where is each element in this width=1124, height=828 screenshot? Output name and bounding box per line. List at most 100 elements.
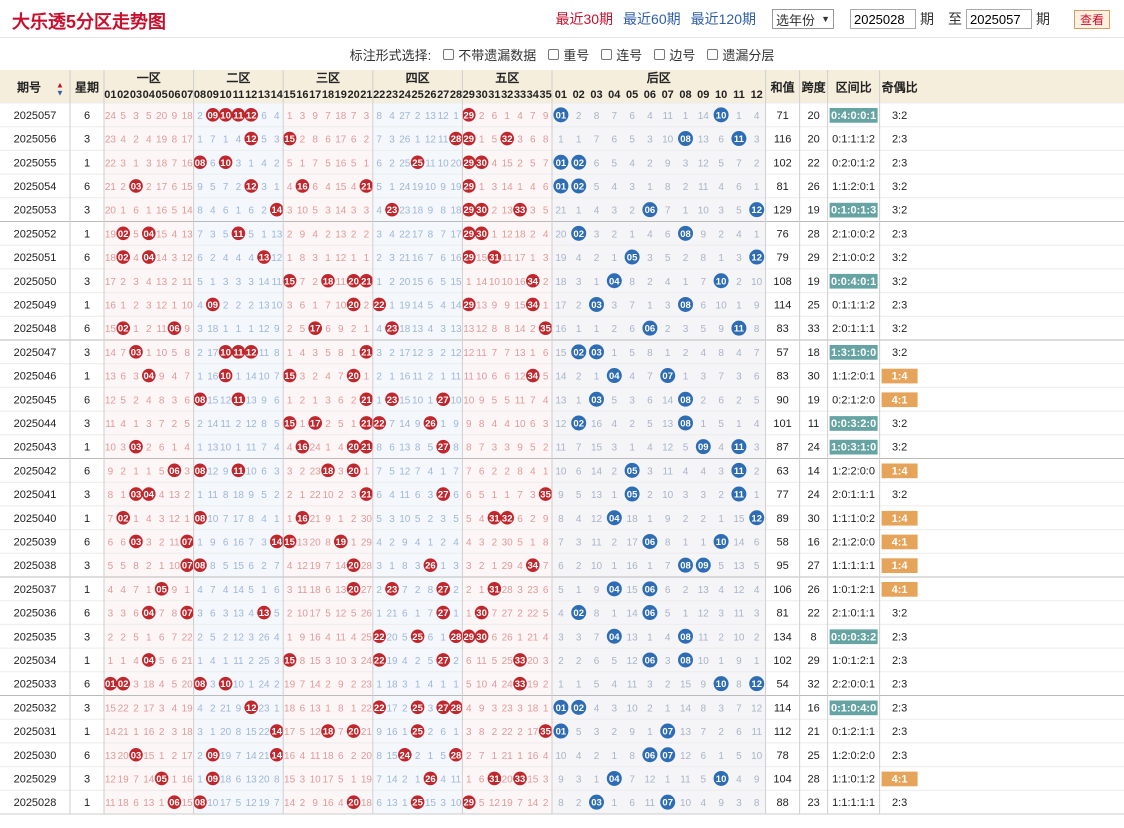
omission-count: 10 <box>514 419 526 430</box>
omission-count: 12 <box>751 703 763 714</box>
blue-ball-number: 01 <box>556 158 567 169</box>
zone-ratio-highlight <box>829 108 878 123</box>
red-ball <box>321 724 335 738</box>
period-120-link[interactable]: 最近120期 <box>690 11 756 27</box>
blue-ball-number: 11 <box>734 324 745 335</box>
omission-count: 7 <box>754 348 760 359</box>
omission-count: 1 <box>197 490 203 501</box>
option-repeat[interactable]: 重号 <box>548 45 589 64</box>
oddeven-value: 3:2 <box>892 181 907 193</box>
option-layer[interactable]: 遗漏分层 <box>707 45 774 64</box>
zone-ratio-value: 1:1:1:1:1 <box>832 797 875 809</box>
checkbox[interactable] <box>654 48 666 60</box>
omission-count: 15 <box>514 300 526 311</box>
issue-number: 2025028 <box>14 797 57 809</box>
omission-count: 1 <box>197 372 203 383</box>
omission-count: 7 <box>543 561 549 572</box>
omission-count: 1 <box>197 537 203 548</box>
omission-count: 13 <box>463 324 475 335</box>
omission-count: 12 <box>644 774 656 785</box>
omission-count: 7 <box>594 135 600 146</box>
omission-count: 16 <box>310 632 322 643</box>
omission-count: 4 <box>612 182 618 193</box>
omission-count: 9 <box>300 632 306 643</box>
omission-count: 11 <box>451 774 462 785</box>
to-issue-input[interactable] <box>965 9 1032 29</box>
red-ball <box>282 416 297 430</box>
omission-count: 5 <box>718 158 724 169</box>
red-ball-number: 33 <box>515 655 526 666</box>
omission-count: 12 <box>591 514 603 525</box>
blue-ball-number: 04 <box>609 371 620 382</box>
omission-count: 5 <box>236 798 242 809</box>
omission-count: 4 <box>479 514 485 525</box>
red-ball-number: 29 <box>464 205 475 216</box>
checkbox[interactable] <box>601 48 613 60</box>
omission-count: 10 <box>716 300 728 311</box>
omission-count: 14 <box>386 774 398 785</box>
zone-ratio-value: 2:1:2:0:0 <box>832 536 875 548</box>
omission-count: 1 <box>701 537 707 548</box>
omission-count: 8 <box>479 419 485 430</box>
blue-ball-number: 01 <box>556 181 567 192</box>
blue-ball-number: 08 <box>680 134 691 145</box>
period-60-link[interactable]: 最近60期 <box>623 11 681 27</box>
red-ball <box>142 368 156 383</box>
weekday: 1 <box>84 513 90 525</box>
omission-count: 7 <box>402 585 408 596</box>
omission-count: 16 <box>182 158 194 169</box>
issue-number: 2025035 <box>14 631 57 643</box>
omission-count: 8 <box>376 443 382 454</box>
omission-count: 7 <box>428 609 434 620</box>
omission-count: 20 <box>310 537 322 548</box>
omission-count: 1 <box>223 135 229 146</box>
omission-count: 1 <box>594 372 600 383</box>
sum-value: 101 <box>773 418 791 430</box>
front-number-header: 17 <box>309 89 321 101</box>
omission-count: 5 <box>558 585 564 596</box>
omission-count: 2 <box>665 324 671 335</box>
omission-count: 6 <box>479 466 485 477</box>
omission-count: 4 <box>376 537 382 548</box>
blue-ball-number: 01 <box>556 110 567 121</box>
red-ball <box>244 345 258 359</box>
year-select[interactable]: 选年份 ▼ <box>771 9 834 29</box>
back-number-header: 02 <box>573 89 585 101</box>
front-number-header: 32 <box>501 89 513 101</box>
sum-value: 95 <box>776 560 788 572</box>
red-ball <box>359 345 374 359</box>
blue-ball-number: 10 <box>716 774 727 785</box>
omission-count: 2 <box>287 229 293 240</box>
red-ball <box>346 582 361 596</box>
period-30-link[interactable]: 最近30期 <box>555 11 614 27</box>
omission-count: 5 <box>466 514 472 525</box>
blue-ball-number: 06 <box>645 750 656 761</box>
checkbox[interactable] <box>548 48 560 60</box>
omission-count: 9 <box>274 324 280 335</box>
issue-number: 2025045 <box>14 394 57 406</box>
checkbox[interactable] <box>443 48 455 60</box>
omission-count: 3 <box>576 774 582 785</box>
option-consecutive[interactable]: 连号 <box>601 45 642 64</box>
omission-count: 4 <box>300 751 306 762</box>
red-ball <box>244 179 258 193</box>
omission-count: 13 <box>156 277 168 288</box>
option-no-omission[interactable]: 不带遗漏数据 <box>443 45 536 64</box>
from-issue-input[interactable] <box>849 9 916 29</box>
omission-count: 1 <box>364 372 370 383</box>
blue-ball <box>660 794 676 810</box>
omission-count: 2 <box>146 561 152 572</box>
omission-count: 11 <box>476 348 487 359</box>
option-edge[interactable]: 边号 <box>654 45 695 64</box>
red-ball <box>513 771 527 786</box>
red-ball <box>462 297 476 312</box>
zone-ratio-highlight <box>829 439 878 455</box>
omission-count: 12 <box>438 111 450 122</box>
omission-count: 2 <box>351 514 357 525</box>
view-button[interactable]: 查看 <box>1073 9 1110 29</box>
omission-count: 1 <box>453 727 459 738</box>
red-ball <box>538 487 553 501</box>
checkbox[interactable] <box>707 48 719 60</box>
omission-count: 5 <box>492 656 498 667</box>
